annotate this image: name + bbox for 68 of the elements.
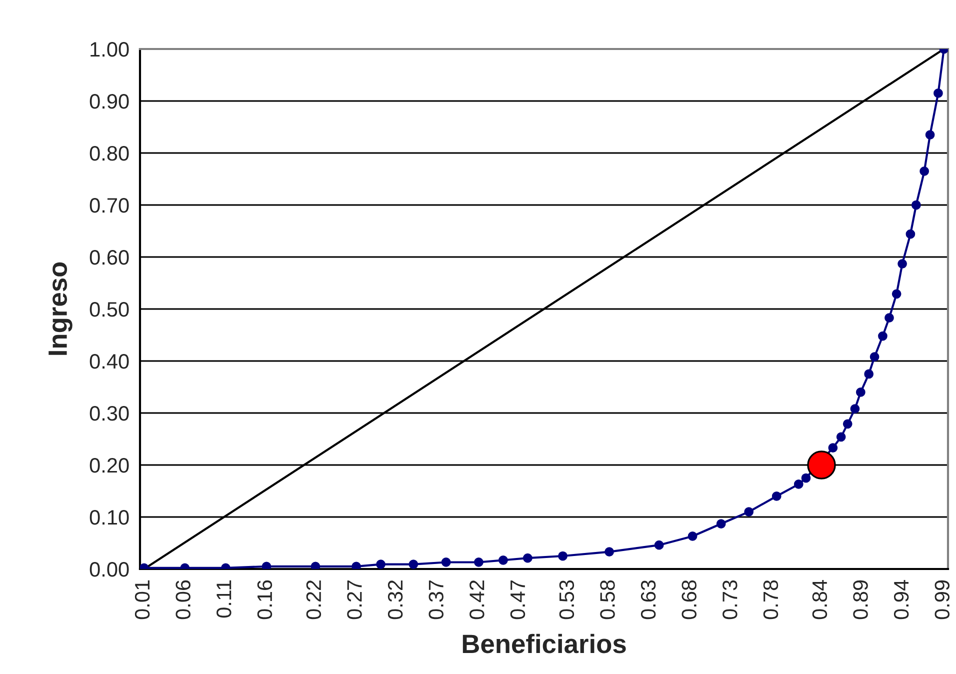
y-tick-label: 1.00 <box>90 42 129 57</box>
x-tick-label: 0.63 <box>640 580 656 620</box>
point <box>870 352 880 362</box>
point <box>884 313 894 323</box>
point <box>654 540 664 550</box>
y-tick-label: 0.70 <box>90 198 129 213</box>
point <box>864 369 874 379</box>
point <box>604 547 614 557</box>
point <box>828 443 838 453</box>
x-tick-label: 0.78 <box>763 580 778 620</box>
point <box>807 450 836 480</box>
point <box>310 562 320 569</box>
point <box>408 560 418 569</box>
y-axis-title: Ingreso <box>48 262 72 355</box>
point <box>878 331 888 341</box>
point <box>925 130 935 140</box>
point <box>498 555 508 565</box>
point <box>352 562 361 569</box>
y-tick-label: 0.30 <box>90 406 129 421</box>
x-axis-title: Beneficiarios <box>462 634 626 654</box>
point <box>842 419 852 429</box>
x-tick-label: 0.06 <box>176 580 190 620</box>
x-tick-label: 0.37 <box>428 580 444 620</box>
x-tick-label: 0.94 <box>894 580 909 620</box>
x-tick-label: 0.73 <box>722 580 738 620</box>
point <box>744 507 754 516</box>
point <box>836 432 846 442</box>
y-tick-label: 0.80 <box>90 146 129 161</box>
x-tick-label: 0.89 <box>853 580 868 620</box>
point <box>934 88 943 98</box>
x-tick-label: 0.32 <box>388 580 403 620</box>
point <box>920 166 930 176</box>
point <box>898 259 907 268</box>
x-tick-label: 0.22 <box>306 580 322 620</box>
y-tick-label: 0.20 <box>90 458 129 473</box>
y-tick-label: 0.10 <box>90 510 129 525</box>
x-tick-label: 0.11 <box>216 580 232 618</box>
y-tick-label: 0.50 <box>90 302 129 317</box>
point <box>716 519 726 528</box>
x-tick-label: 0.99 <box>934 580 950 620</box>
x-tick-label: 0.42 <box>470 580 484 620</box>
x-tick-label: 0.16 <box>257 580 272 620</box>
x-tick-label: 0.47 <box>510 580 526 620</box>
point <box>911 200 921 210</box>
x-tick-label: 0.27 <box>347 580 362 620</box>
y-tick-label: 0.90 <box>90 94 129 109</box>
point <box>801 473 811 483</box>
point <box>688 532 698 541</box>
point <box>262 562 272 569</box>
point <box>850 404 860 414</box>
x-tick-label: 0.01 <box>134 580 150 620</box>
point <box>772 492 782 501</box>
point <box>558 551 568 561</box>
y-tick-label: 0.00 <box>90 562 129 577</box>
x-tick-label: 0.68 <box>682 580 696 620</box>
point <box>474 558 484 567</box>
point <box>522 553 532 563</box>
point <box>856 388 866 397</box>
point <box>794 480 804 489</box>
x-tick-label: 0.53 <box>559 580 574 620</box>
y-tick-label: 0.60 <box>90 250 129 265</box>
y-tick-label: 0.40 <box>90 354 129 369</box>
point <box>441 558 451 567</box>
x-tick-label: 0.58 <box>600 580 615 620</box>
point <box>906 229 916 239</box>
x-tick-label: 0.84 <box>812 580 828 620</box>
point <box>892 289 902 299</box>
point <box>376 560 386 569</box>
